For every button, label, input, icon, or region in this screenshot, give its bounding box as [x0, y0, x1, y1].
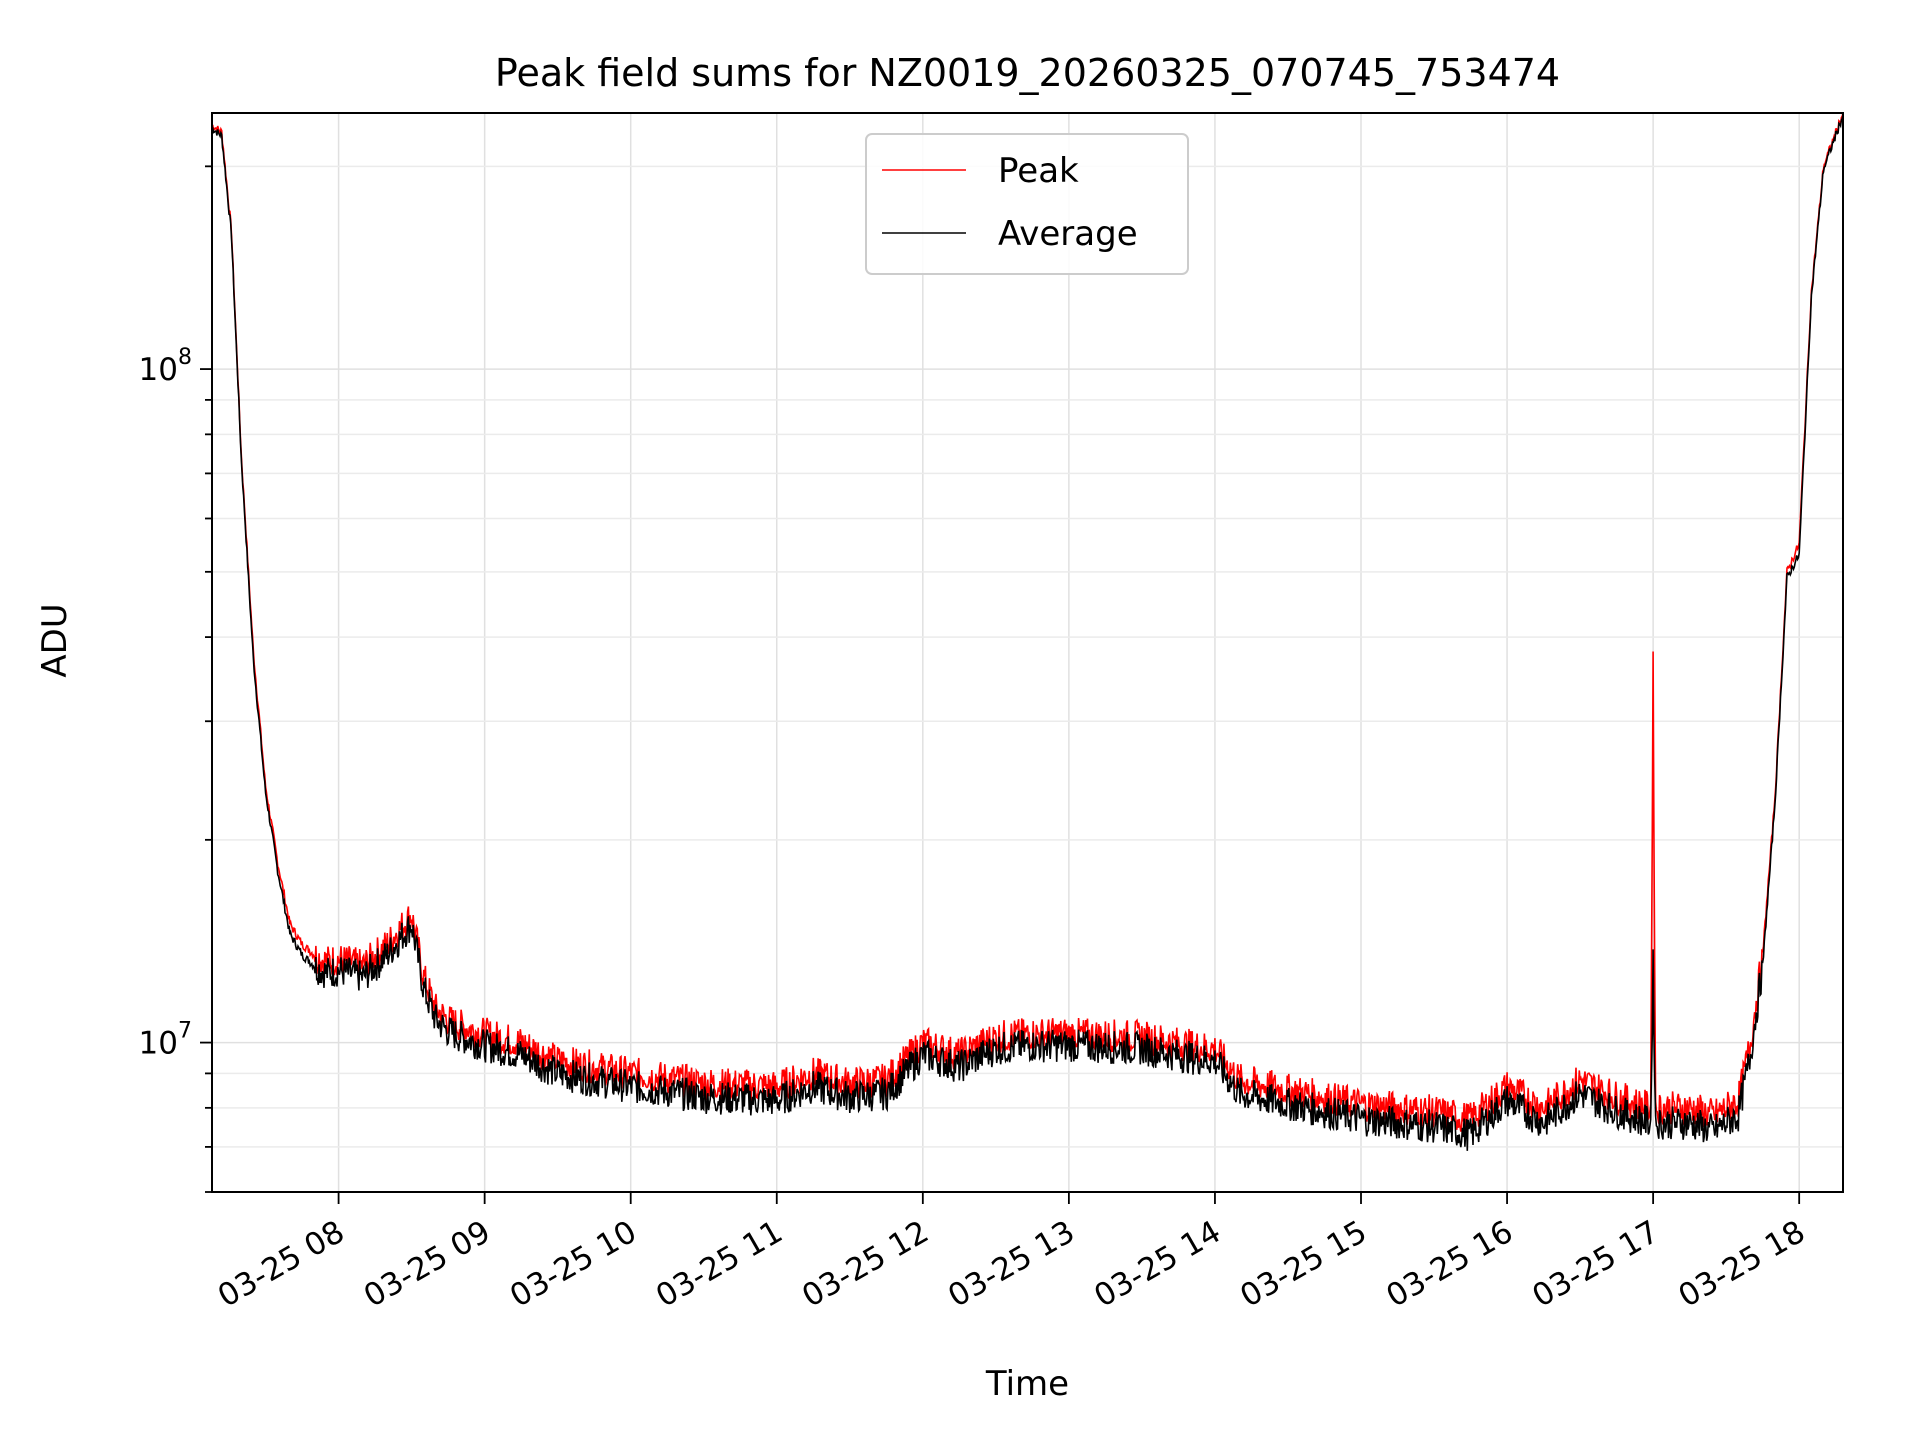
- y-tick-exponent: 8: [178, 345, 192, 370]
- y-tick-base: 10: [139, 1026, 178, 1062]
- legend-label-peak: Peak: [998, 151, 1079, 191]
- y-tick-label: 108: [139, 345, 192, 388]
- series-line-average: [212, 115, 1844, 1151]
- series-line-peak: [212, 112, 1844, 1136]
- y-tick-exponent: 7: [178, 1019, 192, 1044]
- y-tick-label: 107: [139, 1019, 192, 1062]
- legend-label-average: Average: [998, 214, 1138, 254]
- y-axis-label: ADU: [35, 603, 75, 677]
- series-layer: [212, 112, 1844, 1151]
- plot-frame: [211, 112, 1844, 1193]
- legend-box: [865, 133, 1189, 275]
- y-tick-base: 10: [139, 352, 178, 388]
- x-axis-label: Time: [985, 1364, 1069, 1404]
- chart-title: Peak field sums for NZ0019_20260325_0707…: [495, 51, 1560, 95]
- legend: Peak Average: [865, 133, 1189, 275]
